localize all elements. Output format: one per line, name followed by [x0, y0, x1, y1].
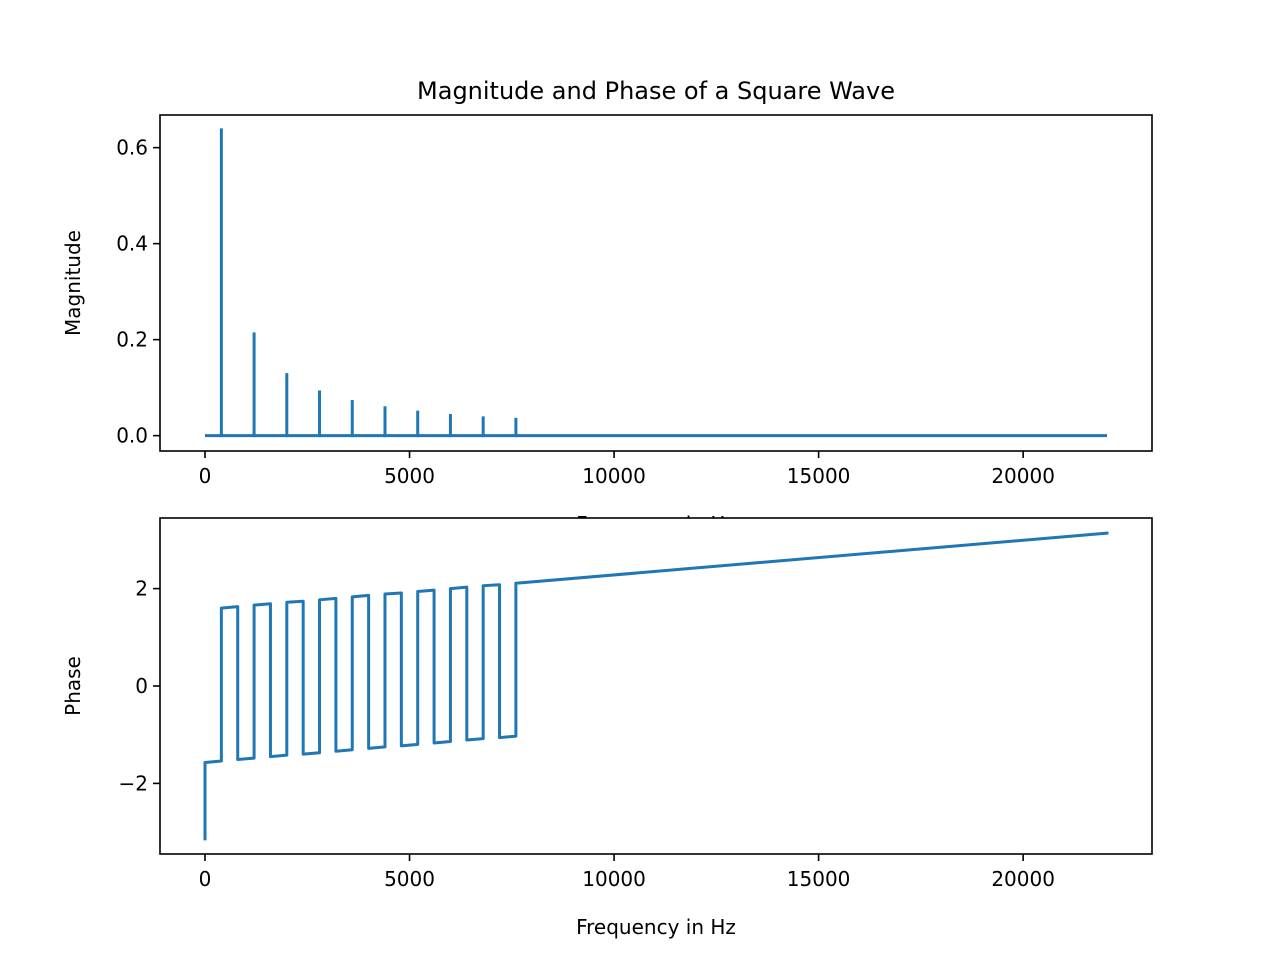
phase-y-axis-label: Phase	[61, 656, 85, 716]
phase-x-tick-label: 15000	[787, 867, 851, 891]
magnitude-x-tick-label: 10000	[582, 464, 646, 488]
magnitude-y-tick-label: 0.2	[116, 328, 148, 352]
phase-y-tick-label: 0	[135, 674, 148, 698]
phase-x-tick-label: 0	[199, 867, 212, 891]
magnitude-x-tick-label: 15000	[787, 464, 851, 488]
magnitude-x-tick-label: 0	[199, 464, 212, 488]
phase-series-line	[203, 531, 1109, 841]
magnitude-y-tick-label: 0.4	[116, 232, 148, 256]
magnitude-y-tick-label: 0.0	[116, 424, 148, 448]
phase-x-tick-label: 5000	[384, 867, 435, 891]
magnitude-x-tick-label: 20000	[991, 464, 1055, 488]
phase-y-tick-label: 2	[135, 577, 148, 601]
phase-x-tick-label: 10000	[582, 867, 646, 891]
phase-y-ticks: −2 0 2	[119, 577, 148, 796]
phase-x-axis-label: Frequency in Hz	[576, 915, 736, 939]
phase-axes-background	[160, 518, 1152, 854]
phase-y-tick-label: −2	[119, 771, 148, 795]
magnitude-x-ticks: 0 5000 10000 15000 20000	[199, 464, 1055, 488]
chart-title: Magnitude and Phase of a Square Wave	[417, 77, 895, 105]
magnitude-x-tick-label: 5000	[384, 464, 435, 488]
phase-x-tick-label: 20000	[991, 867, 1055, 891]
phase-subplot: 0 5000 10000 15000 20000 −2 0 2 Frequenc…	[61, 517, 1153, 939]
phase-data	[203, 531, 1109, 841]
phase-x-ticks: 0 5000 10000 15000 20000	[199, 867, 1055, 891]
magnitude-data	[204, 128, 1108, 438]
magnitude-y-tick-label: 0.6	[116, 136, 148, 160]
magnitude-y-ticks: 0.0 0.2 0.4 0.6	[116, 136, 148, 448]
magnitude-y-axis-label: Magnitude	[61, 230, 85, 336]
magnitude-axes-frame	[159, 114, 1153, 452]
